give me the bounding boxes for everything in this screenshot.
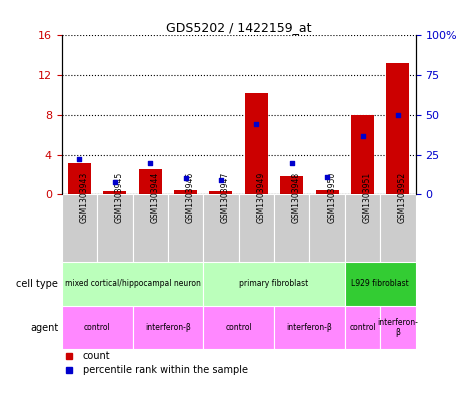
Point xyxy=(359,132,366,139)
Text: GSM1303948: GSM1303948 xyxy=(292,172,301,223)
Text: GSM1303945: GSM1303945 xyxy=(115,172,124,223)
Text: interferon-
β: interferon- β xyxy=(378,318,418,337)
Bar xyxy=(209,191,232,195)
Text: control: control xyxy=(84,323,111,332)
Point xyxy=(182,175,190,182)
Text: GSM1303944: GSM1303944 xyxy=(150,172,159,223)
Bar xyxy=(203,306,274,349)
Bar xyxy=(380,306,416,349)
Bar xyxy=(62,306,133,349)
Text: interferon-β: interferon-β xyxy=(145,323,191,332)
Bar xyxy=(62,262,203,306)
Bar xyxy=(62,195,97,262)
Text: GSM1303951: GSM1303951 xyxy=(362,172,371,223)
Text: GSM1303952: GSM1303952 xyxy=(398,172,407,223)
Point xyxy=(111,178,119,185)
Bar xyxy=(245,93,268,195)
Title: GDS5202 / 1422159_at: GDS5202 / 1422159_at xyxy=(166,21,312,34)
Point xyxy=(323,174,331,180)
Bar xyxy=(238,195,274,262)
Text: interferon-β: interferon-β xyxy=(286,323,332,332)
Bar xyxy=(310,195,345,262)
Point xyxy=(217,177,225,183)
Bar xyxy=(68,163,91,195)
Bar xyxy=(345,262,416,306)
Text: GSM1303943: GSM1303943 xyxy=(79,172,88,223)
Bar xyxy=(104,191,126,195)
Bar xyxy=(274,195,310,262)
Text: L929 fibroblast: L929 fibroblast xyxy=(352,279,409,288)
Bar xyxy=(345,306,380,349)
Point xyxy=(394,112,402,118)
Bar xyxy=(380,195,416,262)
Bar xyxy=(280,176,303,195)
Text: count: count xyxy=(83,351,111,362)
Text: GSM1303950: GSM1303950 xyxy=(327,172,336,223)
Text: GSM1303949: GSM1303949 xyxy=(256,172,266,223)
Bar xyxy=(97,195,133,262)
Bar xyxy=(351,115,374,195)
Bar xyxy=(316,190,339,195)
Point xyxy=(76,156,83,163)
Point xyxy=(253,121,260,128)
Text: primary fibroblast: primary fibroblast xyxy=(239,279,309,288)
Bar xyxy=(168,195,203,262)
Text: control: control xyxy=(349,323,376,332)
Text: GSM1303946: GSM1303946 xyxy=(186,172,195,223)
Bar xyxy=(174,191,197,195)
Bar xyxy=(139,169,162,195)
Bar xyxy=(133,195,168,262)
Bar xyxy=(387,63,409,195)
Point xyxy=(146,160,154,166)
Text: GSM1303947: GSM1303947 xyxy=(221,172,230,223)
Bar xyxy=(133,306,203,349)
Text: cell type: cell type xyxy=(16,279,58,289)
Bar xyxy=(203,262,345,306)
Bar xyxy=(345,195,380,262)
Point xyxy=(288,160,295,166)
Bar xyxy=(274,306,345,349)
Bar xyxy=(203,195,238,262)
Text: mixed cortical/hippocampal neuron: mixed cortical/hippocampal neuron xyxy=(65,279,200,288)
Text: control: control xyxy=(225,323,252,332)
Text: percentile rank within the sample: percentile rank within the sample xyxy=(83,365,248,375)
Text: agent: agent xyxy=(30,323,58,332)
